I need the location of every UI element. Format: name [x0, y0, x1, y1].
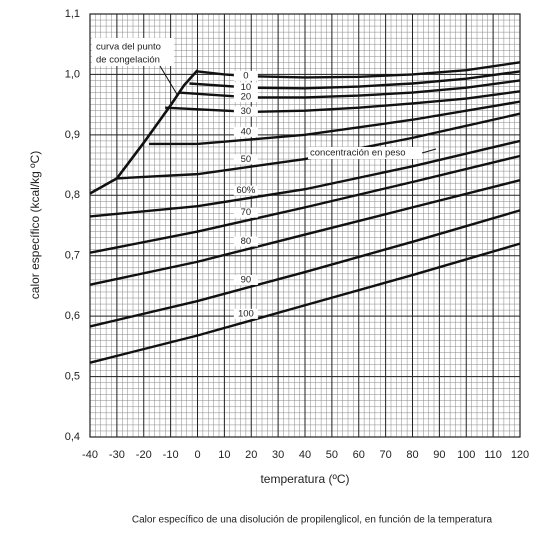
annotation-arrow: [159, 65, 179, 97]
annotation: de congelación: [96, 55, 160, 66]
series-label: 20: [241, 92, 252, 103]
series-line: [149, 100, 521, 146]
series-line: [89, 209, 521, 328]
y-tick-label: 0,9: [65, 129, 80, 141]
series-label: 80: [241, 236, 252, 247]
series-label: 90: [241, 274, 252, 285]
label-bg: [233, 207, 258, 218]
series-line: [89, 179, 521, 286]
annotation: concentración en peso: [310, 148, 406, 159]
x-tick-label: 30: [272, 449, 284, 461]
label-bg: [233, 274, 258, 285]
x-tick-label: 50: [326, 449, 338, 461]
y-axis-label: calor específico (kcal/kg ºC): [28, 151, 42, 299]
x-tick-label: 100: [457, 449, 475, 461]
series-line: [197, 61, 521, 79]
y-tick-label: 0,8: [65, 189, 80, 201]
x-tick-label: 10: [218, 449, 230, 461]
x-tick-label: 40: [299, 449, 311, 461]
y-tick-label: 0,5: [65, 370, 80, 382]
y-tick-label: 0,4: [65, 431, 80, 443]
label-bg: [233, 308, 258, 319]
series-line: [89, 242, 521, 364]
y-tick-label: 0,7: [65, 250, 80, 262]
series-label: 40: [241, 126, 252, 137]
x-tick-label: 60: [353, 449, 365, 461]
label-bg: [233, 70, 258, 81]
series-line: [89, 154, 521, 254]
label-bg: [233, 236, 258, 247]
label-bg: [233, 154, 258, 165]
label-bg: [233, 185, 258, 196]
series-label: 60%: [236, 185, 256, 196]
series-label: 50: [241, 154, 252, 165]
x-tick-label: -30: [109, 449, 125, 461]
series-label: 70: [241, 207, 252, 218]
y-tick-label: 0,6: [65, 310, 80, 322]
y-tick-label: 1,0: [65, 68, 80, 80]
annotation-arrow: [421, 148, 437, 154]
annotation-bg: [92, 38, 174, 66]
series-label: 0: [243, 70, 248, 81]
freezing-curve: [89, 69, 199, 195]
series-line: [89, 139, 521, 218]
x-tick-label: -20: [136, 449, 152, 461]
label-bg: [233, 92, 258, 103]
x-axis-label: temperatura (ºC): [260, 472, 349, 486]
x-tick-label: 0: [194, 449, 200, 461]
x-tick-label: -10: [163, 449, 179, 461]
x-tick-label: 120: [511, 449, 529, 461]
x-tick-label: 110: [484, 449, 502, 461]
x-tick-label: 70: [380, 449, 392, 461]
x-tick-label: -40: [82, 449, 98, 461]
series-label: 100: [238, 308, 254, 319]
label-bg: [233, 106, 258, 117]
x-tick-label: 20: [245, 449, 257, 461]
series-label: 10: [241, 82, 252, 93]
series-label: 30: [241, 106, 252, 117]
series-line: [116, 112, 521, 180]
label-bg: [233, 126, 258, 137]
label-bg: [233, 82, 258, 93]
caption: Calor específico de una disolución de pr…: [132, 515, 493, 526]
x-tick-label: 80: [406, 449, 418, 461]
annotation: curva del punto: [96, 42, 161, 53]
annotation-bg: [308, 147, 422, 159]
plot-frame: [89, 13, 521, 438]
y-tick-label: 1,1: [65, 8, 80, 20]
x-tick-label: 90: [433, 449, 445, 461]
